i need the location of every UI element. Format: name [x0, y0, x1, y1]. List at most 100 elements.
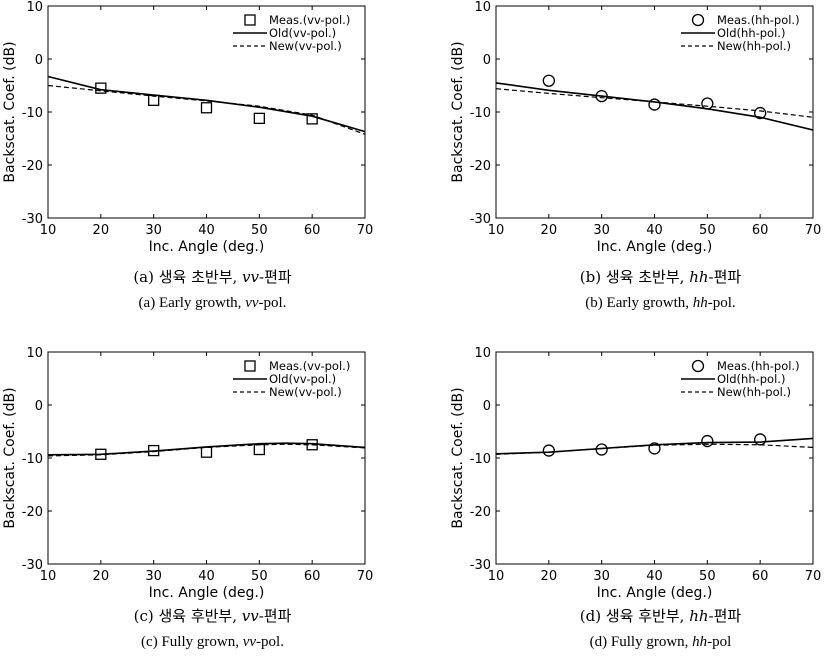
caption-pol-italic: hh — [693, 295, 708, 311]
caption-pol-italic: vv — [242, 268, 259, 286]
caption-pol-italic: vv — [245, 295, 259, 311]
y-tick-label: -30 — [470, 558, 491, 573]
x-tick-label: 30 — [593, 569, 610, 584]
meas-point-circle — [648, 98, 661, 111]
x-tick-label: 60 — [304, 223, 321, 238]
x-tick-label: 10 — [488, 223, 505, 238]
panel-b: 10 20 30 40 50 60 70 10 0 -10 -20 -30 Inc. Angle (de… — [450, 0, 821, 311]
y-axis-label: Backscat. Coef. (dB) — [450, 41, 466, 182]
meas-point-circle — [754, 433, 767, 446]
y-axis-label: Backscat. Coef. (dB) — [2, 387, 18, 528]
x-tick-label: 50 — [251, 569, 268, 584]
caption-pol-italic: vv — [242, 607, 259, 625]
caption-prefix: (b) 생육 초반부, — [580, 268, 689, 286]
caption-ko: (d) 생육 후반부, hh-편파 — [580, 607, 742, 625]
caption-suffix: -pol. — [708, 295, 736, 311]
series-line-new — [495, 443, 814, 455]
y-tick-label: -10 — [22, 106, 43, 121]
caption-prefix: (c) Fully grown, — [141, 634, 243, 650]
y-tick-label: -30 — [470, 212, 491, 227]
y-tick-label: -30 — [22, 558, 43, 573]
meas-point-circle — [701, 97, 714, 110]
x-axis-label: Inc. Angle (deg.) — [597, 239, 713, 255]
x-tick-label: 40 — [198, 569, 215, 584]
legend-square-icon — [244, 14, 256, 26]
x-tick-label: 70 — [805, 223, 822, 238]
meas-point-square — [306, 113, 318, 125]
y-tick-label: -20 — [22, 159, 43, 174]
caption-prefix: (c) 생육 후반부, — [134, 607, 242, 625]
meas-point-square — [148, 94, 160, 106]
x-tick-label: 30 — [593, 223, 610, 238]
meas-point-circle — [648, 442, 661, 455]
legend-entry: Old(vv-pol.) — [269, 372, 336, 386]
x-tick-label: 50 — [251, 223, 268, 238]
x-tick-label: 70 — [357, 569, 374, 584]
caption-prefix: (a) Early growth, — [139, 295, 246, 311]
y-axis-label: Backscat. Coef. (dB) — [2, 41, 18, 182]
x-tick-label: 60 — [752, 569, 769, 584]
caption-suffix: -pol. — [256, 634, 284, 650]
x-tick-label: 50 — [699, 569, 716, 584]
legend-entry: New(vv-pol.) — [269, 39, 342, 53]
legend-circle-icon — [691, 13, 705, 27]
meas-point-circle — [754, 106, 767, 120]
legend-square-icon — [244, 360, 256, 372]
series-line-new — [495, 88, 814, 118]
x-axis-label: Inc. Angle (deg.) — [149, 239, 265, 255]
legend-entry: Meas.(vv-pol.) — [269, 359, 350, 373]
x-tick-label: 10 — [40, 569, 57, 584]
x-tick-label: 30 — [145, 569, 162, 584]
caption-suffix: -편파 — [709, 268, 742, 286]
caption-pol-italic: hh — [689, 268, 708, 286]
caption-prefix: (a) 생육 초반부, — [133, 268, 242, 286]
meas-point-square — [200, 102, 213, 114]
series-line-new — [47, 84, 366, 135]
x-tick-label: 10 — [40, 223, 57, 238]
caption-en: (a) Early growth, vv-pol. — [139, 295, 287, 311]
caption-prefix: (d) Fully grown, — [590, 634, 693, 650]
series-line-old — [495, 82, 814, 131]
y-tick-label: -10 — [470, 106, 491, 121]
y-tick-label: -20 — [22, 505, 43, 520]
legend-entry: Old(vv-pol.) — [269, 26, 336, 40]
caption-ko: (c) 생육 후반부, vv-편파 — [134, 607, 292, 625]
legend-entry: New(vv-pol.) — [269, 385, 342, 399]
y-tick-label: 0 — [35, 53, 43, 68]
x-tick-label: 20 — [541, 223, 558, 238]
caption-pol-italic: vv — [243, 634, 257, 650]
legend-entry: Old(hh-pol.) — [717, 26, 785, 40]
x-tick-label: 60 — [752, 223, 769, 238]
caption-suffix: -pol. — [259, 295, 287, 311]
caption-en: (c) Fully grown, vv-pol. — [141, 634, 284, 650]
y-tick-label: -10 — [22, 452, 43, 467]
caption-prefix: (d) 생육 후반부, — [580, 607, 689, 625]
y-tick-label: -20 — [470, 505, 491, 520]
legend-entry: New(hh-pol.) — [717, 39, 791, 53]
meas-point-circle — [701, 434, 714, 448]
meas-point-square — [253, 112, 265, 125]
legend-entry: Meas.(vv-pol.) — [269, 13, 350, 27]
y-tick-label: -30 — [22, 212, 43, 227]
y-tick-label: 10 — [26, 346, 43, 361]
y-tick-label: 10 — [474, 346, 491, 361]
x-tick-label: 20 — [93, 569, 110, 584]
y-tick-label: -20 — [470, 159, 491, 174]
caption-en: (b) Early growth, hh-pol. — [585, 295, 735, 311]
meas-point-circle — [542, 444, 555, 457]
legend-entry: Meas.(hh-pol.) — [717, 13, 800, 27]
x-axis-label: Inc. Angle (deg.) — [149, 585, 265, 601]
caption-ko: (b) 생육 초반부, hh-편파 — [580, 268, 742, 286]
caption-suffix: -pol — [707, 634, 731, 650]
x-tick-label: 40 — [198, 223, 215, 238]
y-tick-label: 10 — [474, 0, 491, 15]
x-axis-label: Inc. Angle (deg.) — [597, 585, 713, 601]
y-tick-label: 0 — [35, 399, 43, 414]
y-tick-label: 10 — [26, 0, 43, 15]
caption-prefix: (b) Early growth, — [585, 295, 692, 311]
x-tick-label: 50 — [699, 223, 716, 238]
y-tick-label: 0 — [483, 53, 491, 68]
caption-pol-italic: hh — [689, 607, 708, 625]
panel-a: 10 20 30 40 50 60 70 10 0 -10 -20 -30 Inc. Angle (de… — [2, 0, 373, 311]
meas-point-square — [200, 446, 213, 458]
